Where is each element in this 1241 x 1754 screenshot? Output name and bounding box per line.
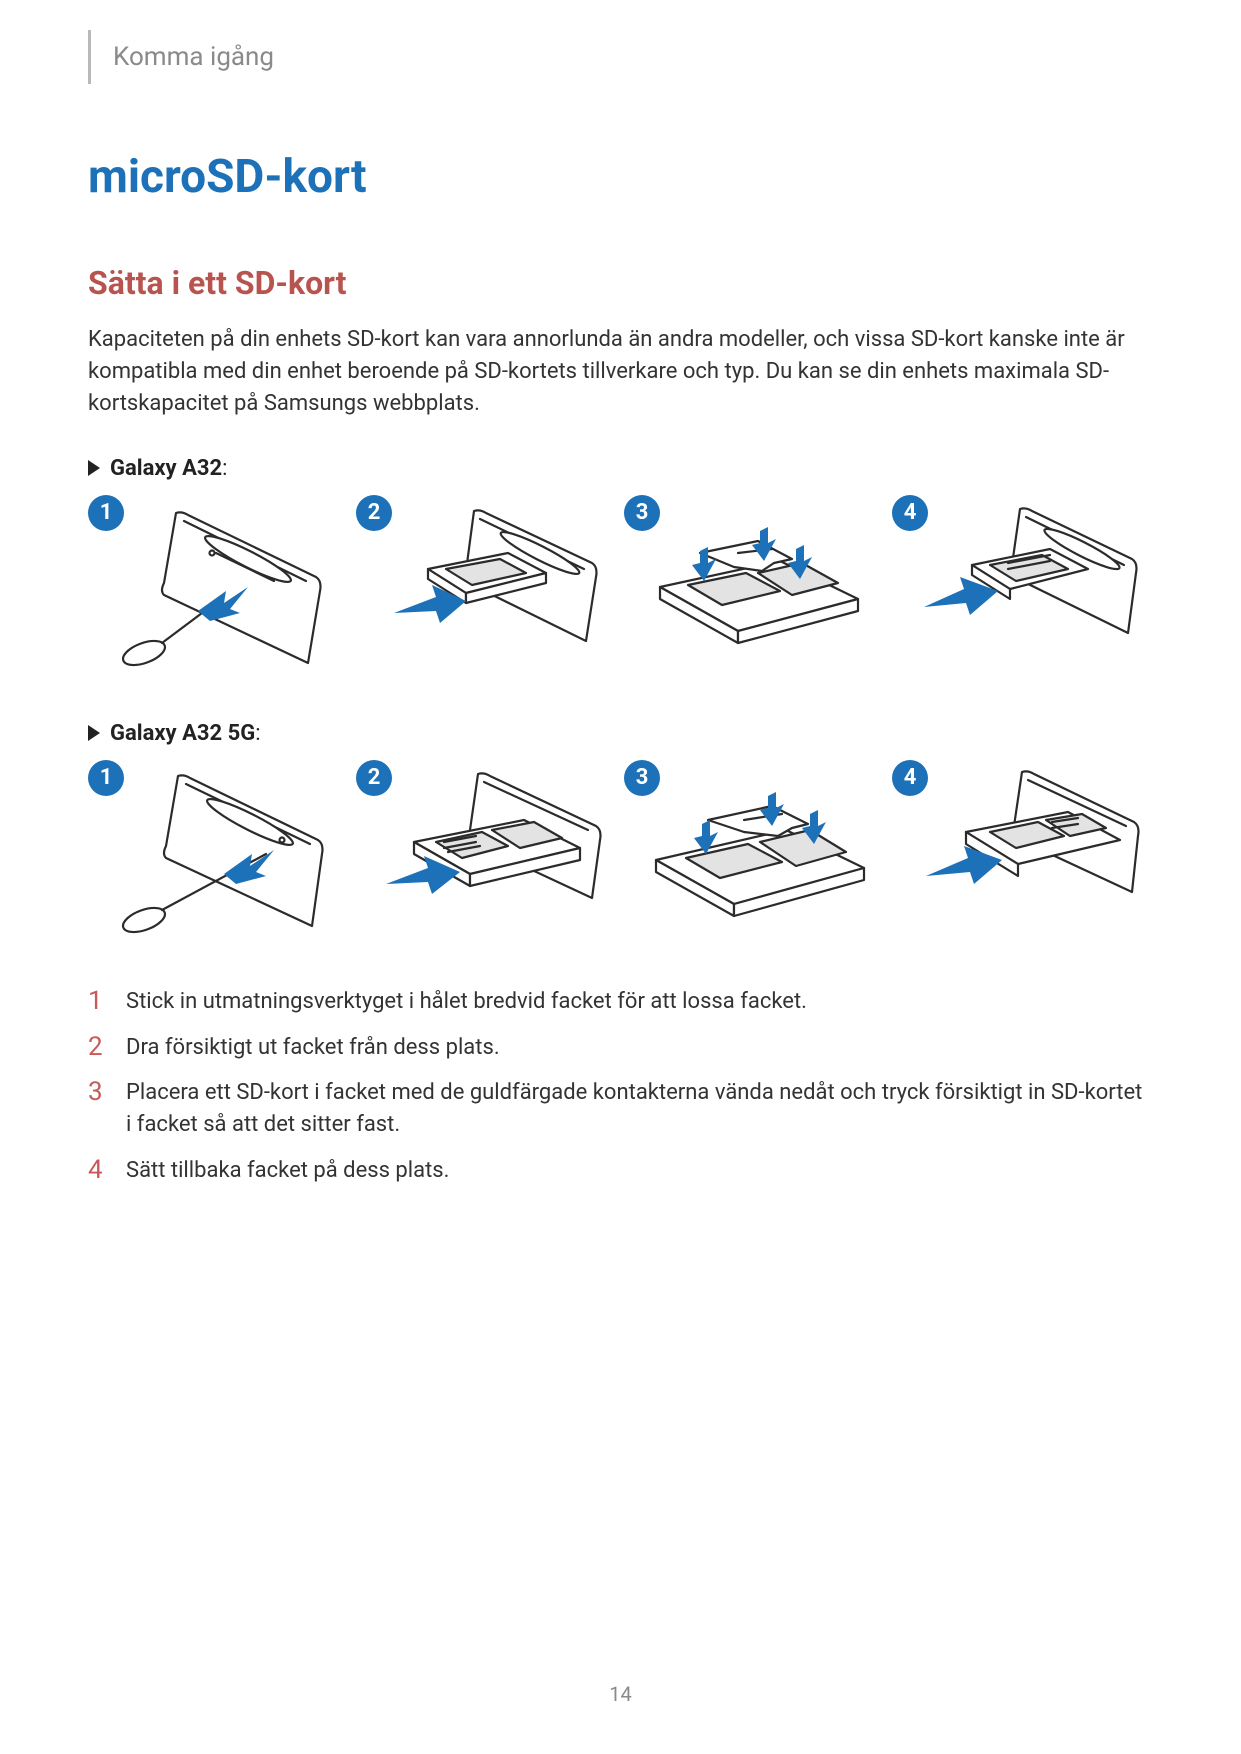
illustration-push-tray [910,503,1140,673]
list-text: Stick in utmatningsverktyget i hålet bre… [126,986,807,1018]
steps-row-a32: 1 2 [88,495,1148,675]
intro-paragraph: Kapaciteten på din enhets SD-kort kan va… [88,324,1148,420]
list-item: 4 Sätt tillbaka facket på dess plats. [88,1155,1148,1187]
step-badge: 2 [356,760,392,796]
triangle-icon [88,725,100,741]
step-badge: 3 [624,760,660,796]
step-cell: 1 [88,760,338,940]
section-header-text: Komma igång [113,42,274,72]
illustration-pull-tray [374,503,604,673]
step-badge: 1 [88,495,124,531]
step-badge: 4 [892,495,928,531]
page-number: 14 [0,1682,1241,1706]
step-badge: 4 [892,760,928,796]
step-cell: 4 [892,495,1142,675]
list-number: 1 [88,986,110,1018]
illustration-insert-card-5g [642,768,872,938]
instruction-list: 1 Stick in utmatningsverktyget i hålet b… [88,986,1148,1187]
page-title: microSD-kort [88,150,1148,204]
list-text: Sätt tillbaka facket på dess plats. [126,1155,449,1187]
step-cell: 2 [356,495,606,675]
list-item: 3 Placera ett SD-kort i facket med de gu… [88,1077,1148,1141]
list-number: 2 [88,1032,110,1064]
step-badge: 2 [356,495,392,531]
step-cell: 2 [356,760,606,940]
list-item: 1 Stick in utmatningsverktyget i hålet b… [88,986,1148,1018]
page-content: microSD-kort Sätta i ett SD-kort Kapacit… [88,150,1148,1201]
list-text: Dra försiktigt ut facket från dess plats… [126,1032,500,1064]
illustration-eject-pin-5g [106,768,336,938]
list-item: 2 Dra försiktigt ut facket från dess pla… [88,1032,1148,1064]
step-cell: 3 [624,760,874,940]
step-cell: 1 [88,495,338,675]
list-number: 4 [88,1155,110,1187]
section-header: Komma igång [88,30,274,84]
step-badge: 3 [624,495,660,531]
illustration-push-tray-5g [910,768,1140,938]
page-subtitle: Sätta i ett SD-kort [88,264,1148,302]
device-label-a32-text: Galaxy A32 [110,456,222,481]
steps-row-a32-5g: 1 2 [88,760,1148,940]
list-number: 3 [88,1077,110,1141]
illustration-insert-card [642,503,872,673]
step-cell: 3 [624,495,874,675]
device-label-a32-5g: Galaxy A32 5G: [88,721,1148,746]
step-cell: 4 [892,760,1142,940]
list-text: Placera ett SD-kort i facket med de guld… [126,1077,1148,1141]
illustration-pull-tray-5g [374,768,604,938]
device-label-a32-5g-text: Galaxy A32 5G [110,721,255,746]
illustration-eject-pin [106,503,336,673]
device-label-a32: Galaxy A32: [88,456,1148,481]
triangle-icon [88,460,100,476]
step-badge: 1 [88,760,124,796]
